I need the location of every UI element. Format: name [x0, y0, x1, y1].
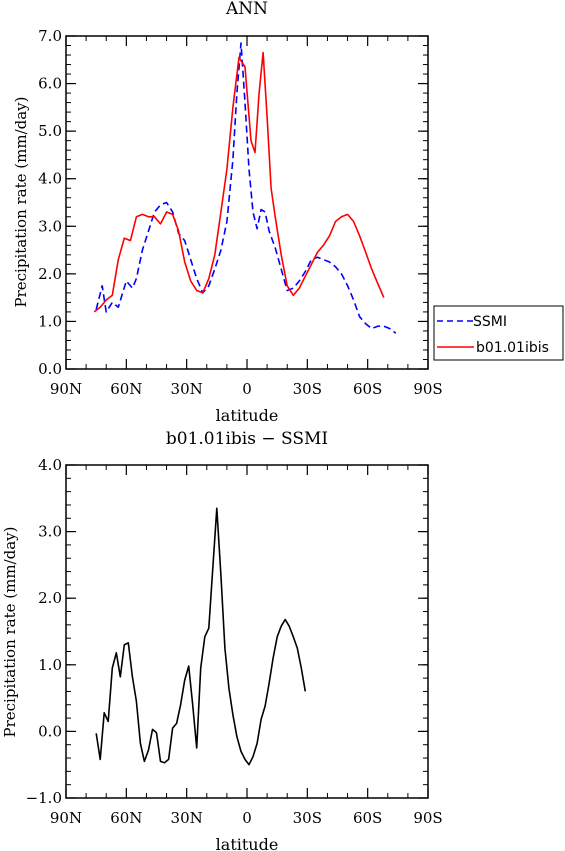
y-axis-label: Precipitation rate (mm/day) — [1, 526, 19, 737]
legend-label-b01-01ibis: b01.01ibis — [476, 340, 549, 356]
axis-ticks: 90N 60N 30N 0 30S 60S 90S 0.0 1.0 2.0 3.0 4.0 5.0 6.0… — [38, 27, 443, 398]
y-axis-label: Precipitation rate (mm/day) — [12, 96, 30, 307]
x-tick-label: 90N — [50, 380, 82, 398]
y-tick-label: 4.0 — [38, 170, 62, 188]
y-tick-label: 7.0 — [38, 27, 62, 45]
x-tick-label: 60N — [110, 380, 142, 398]
x-tick-label: 60S — [353, 809, 382, 827]
series-line-ssmi — [95, 42, 397, 334]
plot-frame — [65, 464, 429, 799]
y-tick-label: 1.0 — [38, 312, 62, 330]
x-tick-label: 30N — [171, 380, 203, 398]
x-tick-label: 90S — [413, 380, 442, 398]
y-tick-label: 1.0 — [38, 656, 62, 674]
x-tick-label: 60S — [353, 380, 382, 398]
series-line-b01-01ibis — [93, 51, 385, 313]
legend-label-ssmi: SSMI — [473, 314, 507, 330]
y-tick-label: 2.0 — [38, 265, 62, 283]
y-tick-label: 3.0 — [38, 217, 62, 235]
x-tick-label: 30N — [171, 809, 203, 827]
y-tick-label: 0.0 — [38, 360, 62, 378]
axis-ticks: 90N 60N 30N 0 30S 60S 90S −1.0 0.0 1.0 2.0 3.0 4.0 — [26, 456, 443, 827]
y-tick-label: −1.0 — [26, 789, 62, 807]
x-tick-label: 90N — [50, 809, 82, 827]
legend: SSMI b01.01ibis — [433, 305, 564, 361]
y-tick-label: 0.0 — [38, 722, 62, 740]
chart-title: b01.01ibis − SSMI — [166, 429, 328, 449]
data-lines — [93, 42, 397, 334]
legend-box — [433, 305, 564, 361]
x-tick-label: 90S — [413, 809, 442, 827]
y-tick-label: 4.0 — [38, 456, 62, 474]
chart-title: ANN — [225, 0, 268, 19]
data-lines — [95, 507, 307, 766]
x-tick-label: 30S — [293, 380, 322, 398]
y-tick-label: 5.0 — [38, 122, 62, 140]
x-tick-label: 30S — [293, 809, 322, 827]
x-tick-label: 60N — [110, 809, 142, 827]
y-tick-label: 6.0 — [38, 75, 62, 93]
x-axis-label: latitude — [216, 835, 279, 851]
y-tick-label: 3.0 — [38, 523, 62, 541]
y-tick-label: 2.0 — [38, 589, 62, 607]
x-tick-label: 0 — [242, 809, 252, 827]
series-line-difference — [95, 507, 307, 766]
chart-panel-annual-precipitation: ANN 90N 60N 30N 0 30S 60S 90S 0.0 1.0 2.0 3.0 4.0 5.… — [12, 0, 443, 425]
x-tick-label: 0 — [242, 380, 252, 398]
x-axis-label: latitude — [216, 406, 279, 425]
chart-panel-difference: b01.01ibis − SSMI 90N 60N 30N 0 30S 60S 90S −1.… — [1, 429, 443, 851]
